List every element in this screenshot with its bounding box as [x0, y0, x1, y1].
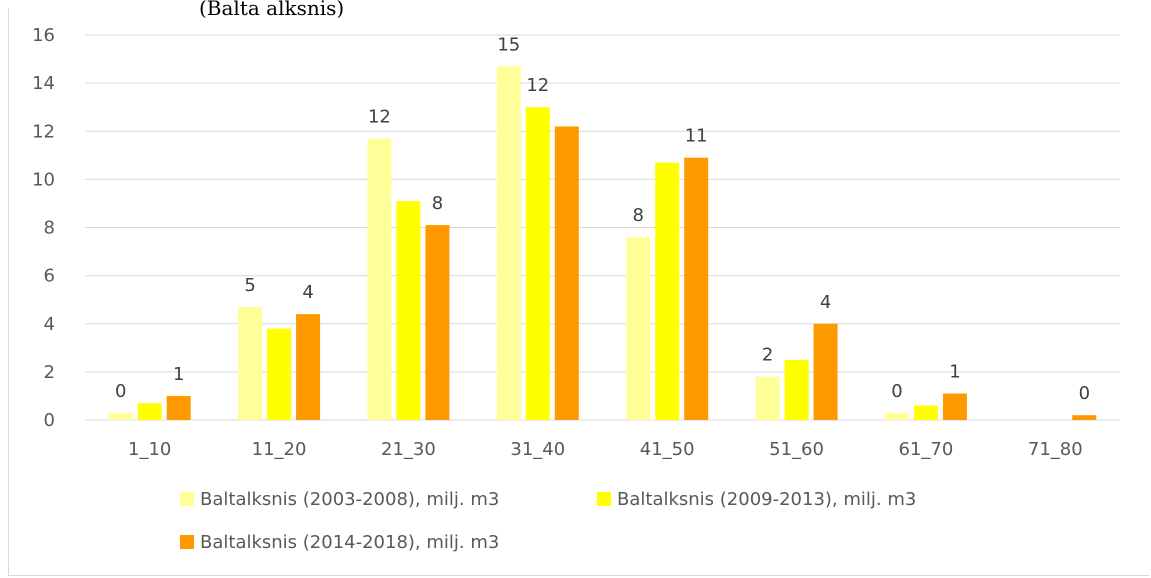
- bar: [166, 395, 191, 420]
- y-axis-ticks: 0 2 4 6 8 10 12 14 16: [32, 25, 55, 431]
- data-label: 15: [497, 34, 520, 55]
- bar: [108, 412, 133, 420]
- y-tick-label: 12: [32, 121, 55, 142]
- x-tick-label: 51_60: [769, 439, 824, 460]
- bar: [655, 162, 680, 420]
- legend-label: Baltalksnis (2014-2018), milj. m3: [200, 532, 499, 553]
- bar: [884, 412, 909, 420]
- bar: [525, 107, 550, 420]
- bar: [496, 66, 521, 420]
- data-label: 4: [820, 292, 831, 313]
- x-tick-label: 41_50: [640, 439, 695, 460]
- bar: [137, 403, 162, 420]
- bar: [813, 323, 838, 420]
- legend-swatch: [180, 535, 194, 549]
- x-tick-label: 1_10: [128, 439, 171, 460]
- x-tick-label: 71_80: [1028, 439, 1083, 460]
- bar: [396, 201, 421, 420]
- data-label: 1: [173, 364, 184, 385]
- x-tick-label: 31_40: [510, 439, 565, 460]
- bar: [554, 126, 579, 420]
- data-label: 11: [685, 126, 708, 147]
- y-tick-label: 0: [44, 410, 55, 431]
- bar: [238, 306, 263, 420]
- y-tick-label: 2: [44, 362, 55, 383]
- y-tick-label: 8: [44, 218, 55, 239]
- legend-swatch: [597, 492, 611, 506]
- data-label: 0: [1079, 383, 1090, 404]
- bar: [784, 359, 809, 420]
- y-tick-label: 4: [44, 314, 55, 335]
- bar: [755, 376, 780, 420]
- data-label: 1: [949, 362, 960, 383]
- x-tick-label: 21_30: [381, 439, 436, 460]
- y-tick-label: 10: [32, 169, 55, 190]
- cut-off-title: (Balta alksnis): [199, 0, 345, 20]
- x-tick-label: 11_20: [252, 439, 307, 460]
- bar: [367, 138, 392, 420]
- data-label: 12: [526, 75, 549, 96]
- data-label: 4: [302, 282, 313, 303]
- legend-label: Baltalksnis (2009-2013), milj. m3: [617, 489, 916, 510]
- bar: [267, 328, 292, 420]
- bar: [425, 225, 450, 420]
- chart-frame: (Balta alksnis): [8, 0, 1149, 576]
- bars: [108, 66, 1097, 420]
- legend-swatch: [180, 492, 194, 506]
- y-tick-label: 14: [32, 73, 55, 94]
- x-tick-label: 61_70: [899, 439, 954, 460]
- x-axis-ticks: 1_10 11_20 21_30 31_40 41_50 51_60 61_70 71_80: [128, 439, 1083, 460]
- bar: [913, 405, 938, 420]
- data-label: 2: [762, 345, 773, 366]
- bar: [626, 237, 651, 420]
- y-tick-label: 6: [44, 266, 55, 287]
- bar: [296, 314, 321, 420]
- data-label: 8: [432, 193, 443, 214]
- bar: [1072, 415, 1097, 420]
- legend: Baltalksnis (2003-2008), milj. m3 Baltalk…: [180, 489, 916, 553]
- data-label: 8: [632, 205, 643, 226]
- bar: [942, 393, 967, 420]
- bar: [684, 157, 709, 420]
- data-label: 0: [115, 381, 126, 402]
- data-label: 12: [368, 106, 391, 127]
- legend-label: Baltalksnis (2003-2008), milj. m3: [200, 489, 499, 510]
- data-label: 5: [244, 275, 255, 296]
- data-label: 0: [891, 381, 902, 402]
- y-tick-label: 16: [32, 25, 55, 46]
